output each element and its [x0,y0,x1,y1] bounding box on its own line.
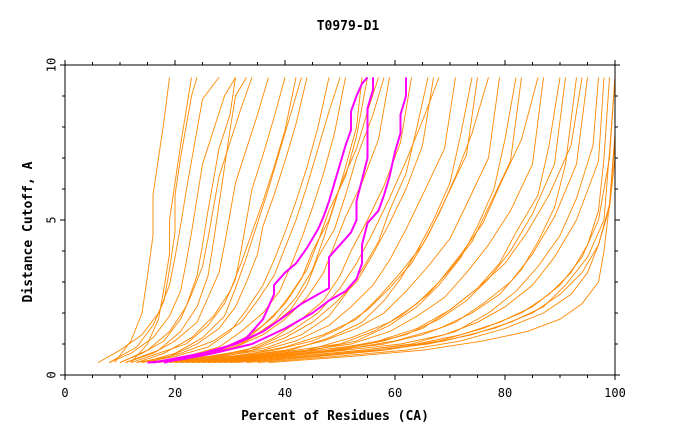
background-series-line-22 [235,77,616,364]
x-tick-label: 40 [278,386,292,400]
background-series-line-29 [180,77,473,364]
x-tick-label: 0 [61,386,68,400]
background-series-line-46 [207,77,577,364]
background-series-line-40 [174,77,489,364]
background-series-line-24 [119,77,236,364]
highlight-series-line-1 [152,76,369,364]
highlight-series-line-3 [147,77,407,364]
background-series-line-44 [125,77,247,364]
background-series-line-3 [119,77,253,364]
background-series-line-25 [136,77,297,364]
chart-title: T0979-D1 [317,19,380,34]
x-tick-label: 100 [604,386,626,400]
y-tick-label: 5 [45,216,59,223]
y-tick-label: 0 [45,371,59,378]
background-series-line-18 [202,77,566,364]
background-series-line-8 [147,77,346,364]
x-tick-label: 60 [388,386,402,400]
x-tick-label: 20 [168,386,182,400]
background-series-line-47 [229,77,616,364]
highlight-series-line-2 [163,77,374,364]
background-series-line-41 [185,77,539,364]
axis-layer: 0 20 40 60 80 100 0 5 10 [45,58,626,400]
background-series-line-13 [174,77,456,364]
background-series-line-32 [218,77,599,364]
background-series-line-27 [158,77,385,364]
background-series-line-42 [196,77,583,364]
background-series-line-26 [147,77,341,364]
background-series-line-15 [185,77,500,364]
background-series-line-35 [268,77,616,364]
y-tick-label: 10 [45,58,59,72]
background-series-line-30 [191,77,517,364]
x-tick-label: 80 [498,386,512,400]
y-axis-label: Distance Cutoff, A [21,161,36,302]
background-series-line-7 [141,77,330,364]
background-series-line-36 [130,77,192,363]
background-series-line-1 [97,77,220,363]
background-series-line-39 [163,77,440,364]
series-layer [97,76,616,364]
background-series-line-23 [108,77,198,363]
background-series-line-11 [163,77,412,364]
background-series-line-43 [114,77,170,363]
background-series-line-12 [169,77,434,364]
background-series-line-6 [136,77,308,364]
x-axis-label: Percent of Residues (CA) [241,409,429,424]
background-series-line-4 [125,77,269,364]
background-series-line-34 [257,77,616,364]
background-series-line-5 [130,77,286,364]
background-series-line-20 [213,77,605,364]
background-series-line-37 [141,77,302,364]
background-series-line-21 [224,77,616,364]
